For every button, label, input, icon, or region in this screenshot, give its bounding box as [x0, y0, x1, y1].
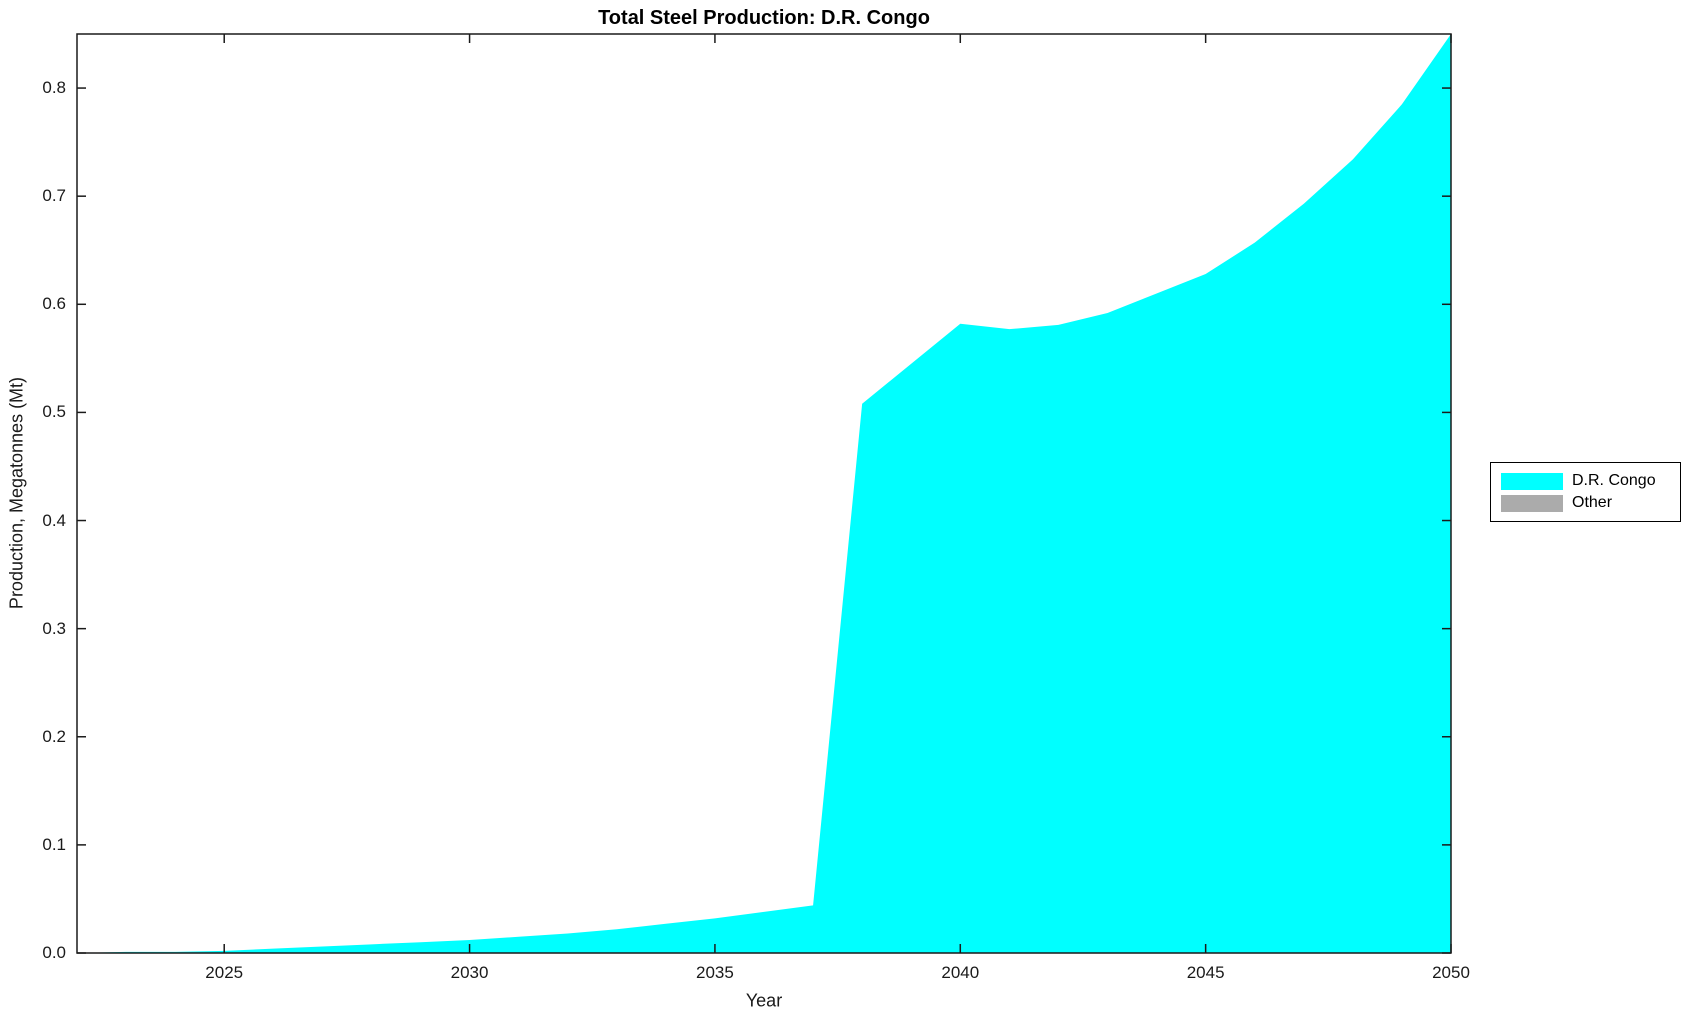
x-tick-label: 2045 [1186, 963, 1225, 982]
legend-label-other: Other [1572, 494, 1613, 511]
legend: D.R. Congo Other [1490, 462, 1681, 522]
legend-entry-other: Other [1501, 492, 1671, 514]
x-axis-label: Year [745, 990, 783, 1011]
legend-swatch-dr-congo [1501, 472, 1563, 490]
axes-box [76, 33, 1452, 954]
y-tick-label: 0.6 [42, 294, 66, 314]
y-tick-label: 0.0 [42, 943, 66, 962]
x-tick-label: 2035 [696, 963, 734, 982]
legend-entry-dr-congo: D.R. Congo [1501, 470, 1671, 492]
y-tick-label: 0.1 [42, 834, 66, 854]
chart-title: Total Steel Production: D.R. Congo [598, 7, 930, 29]
y-tick-label: 0.2 [42, 726, 66, 746]
x-tick-label: 2025 [205, 963, 244, 982]
legend-label-dr-congo: D.R. Congo [1572, 472, 1656, 489]
y-tick-label: 0.8 [42, 78, 66, 98]
x-tick-label: 2040 [941, 963, 980, 982]
y-tick-label: 0.3 [42, 618, 66, 638]
y-tick-label: 0.5 [42, 402, 66, 422]
y-tick-label: 0.4 [42, 510, 66, 530]
y-tick-label: 0.7 [42, 186, 66, 206]
x-tick-label: 2030 [450, 963, 489, 982]
area-series-d-r-congo [77, 34, 1451, 953]
legend-swatch-other [1501, 494, 1563, 512]
x-tick-label: 2050 [1432, 963, 1470, 982]
